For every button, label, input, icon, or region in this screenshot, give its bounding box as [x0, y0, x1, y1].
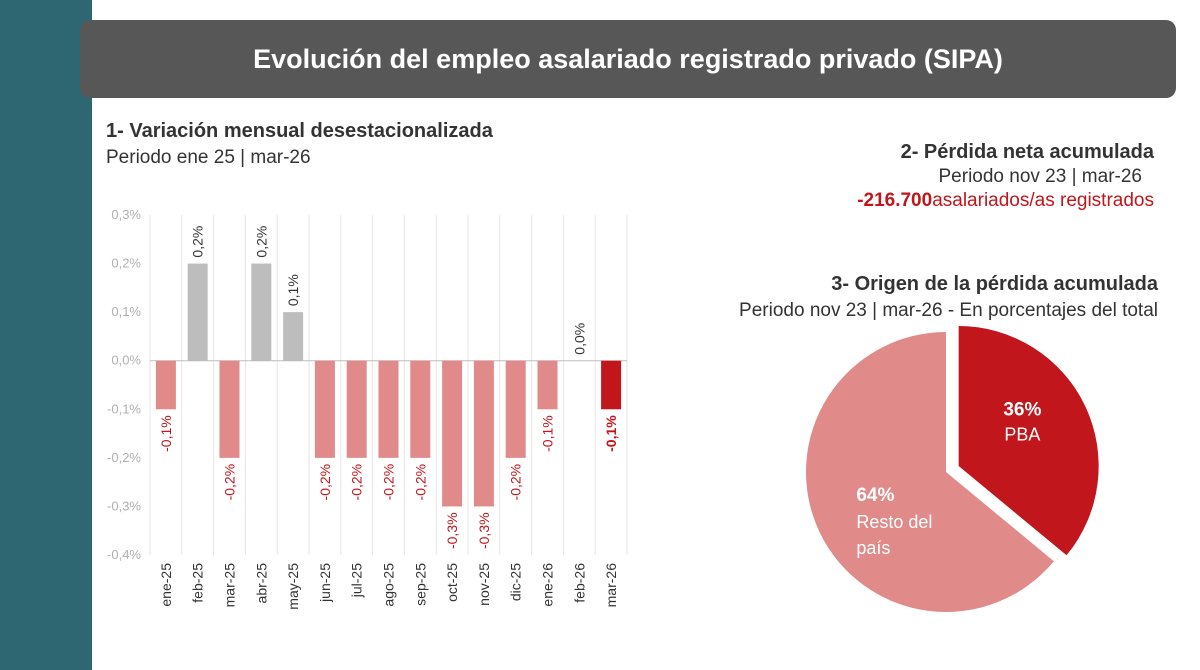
- bar: [537, 360, 558, 410]
- data-label: 0,2%: [190, 226, 206, 258]
- x-tick-label: oct-25: [444, 563, 460, 602]
- bar: [601, 360, 622, 410]
- data-label: -0,2%: [349, 464, 365, 501]
- bar: [155, 360, 176, 410]
- data-label: 0,0%: [571, 323, 587, 355]
- data-label: -0,2%: [222, 464, 238, 501]
- pie-pct-label: 36%: [1003, 399, 1041, 420]
- bar: [187, 263, 208, 361]
- data-label: -0,3%: [476, 512, 492, 549]
- net-loss-value: -216.700asalariados/as registrados: [857, 190, 1154, 212]
- pie-pct-label: 64%: [856, 485, 894, 506]
- bar: [410, 360, 431, 458]
- x-tick-label: mar-25: [222, 563, 238, 608]
- pie-chart-title: 3- Origen de la pérdida acumulada: [831, 273, 1158, 295]
- net-loss-period: Periodo nov 23 | mar-26: [938, 166, 1143, 187]
- x-tick-label: ago-25: [381, 563, 397, 607]
- bar-chart-period: Periodo ene 25 | mar-26: [106, 147, 311, 168]
- bar: [473, 360, 494, 507]
- pie-chart-period: Periodo nov 23 | mar-26 - En porcentajes…: [739, 300, 1158, 321]
- y-tick-label: -0,3%: [107, 498, 141, 513]
- net-loss-unit: asalariados/as registrados: [932, 190, 1154, 211]
- y-tick-label: 0,2%: [111, 256, 141, 271]
- data-label: -0,2%: [508, 464, 524, 501]
- bar: [346, 360, 367, 458]
- x-tick-label: ene-25: [158, 563, 174, 607]
- pie-slice: [806, 332, 1054, 612]
- pie-category-label: país: [856, 538, 890, 558]
- x-tick-label: ene-26: [540, 563, 556, 607]
- data-label: 0,1%: [285, 274, 301, 306]
- y-tick-label: -0,4%: [107, 547, 141, 562]
- data-label: -0,1%: [540, 415, 556, 452]
- data-label: -0,3%: [444, 512, 460, 549]
- data-label: -0,1%: [158, 415, 174, 452]
- x-tick-label: mar-26: [603, 563, 619, 608]
- header-bar: Evolución del empleo asalariado registra…: [80, 20, 1176, 98]
- bar: [378, 360, 399, 458]
- bar: [251, 263, 272, 361]
- y-tick-label: 0,3%: [111, 207, 141, 222]
- pie-slice: [958, 326, 1099, 556]
- data-label: -0,2%: [381, 464, 397, 501]
- x-tick-label: feb-26: [571, 563, 587, 603]
- net-loss-number: -216.700: [857, 190, 933, 211]
- pie-category-label: PBA: [1004, 424, 1040, 444]
- data-label: -0,1%: [603, 415, 619, 452]
- x-tick-label: jul-25: [349, 563, 365, 598]
- bar: [219, 360, 240, 458]
- pie-category-label: Resto del: [856, 512, 932, 532]
- data-label: 0,2%: [253, 226, 269, 258]
- data-label: -0,2%: [317, 464, 333, 501]
- x-tick-label: nov-25: [476, 563, 492, 606]
- net-loss-title: 2- Pérdida neta acumulada: [900, 141, 1154, 163]
- y-tick-label: 0,1%: [111, 304, 141, 319]
- x-tick-label: may-25: [285, 563, 301, 610]
- data-label: -0,2%: [412, 464, 428, 501]
- bar: [283, 312, 304, 361]
- x-tick-label: feb-25: [190, 563, 206, 603]
- x-tick-label: jun-25: [317, 563, 333, 603]
- x-tick-label: abr-25: [253, 563, 269, 604]
- bar: [442, 360, 463, 507]
- bar: [505, 360, 526, 458]
- bar-chart-title: 1- Variación mensual desestacionalizada: [106, 120, 493, 142]
- side-band: [0, 0, 92, 670]
- page-title: Evolución del empleo asalariado registra…: [253, 43, 1003, 74]
- y-tick-label: 0,0%: [111, 353, 141, 368]
- bar: [314, 360, 335, 458]
- y-tick-label: -0,1%: [107, 401, 141, 416]
- x-tick-label: dic-25: [508, 563, 524, 601]
- x-tick-label: sep-25: [412, 563, 428, 606]
- y-tick-label: -0,2%: [107, 450, 141, 465]
